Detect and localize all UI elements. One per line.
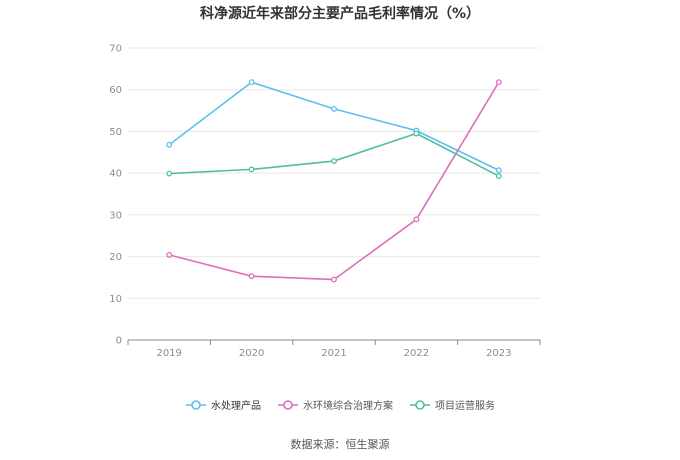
y-tick-label: 10 [109,294,122,305]
legend-label: 水处理产品 [211,401,261,412]
chart-title: 科净源近年来部分主要产品毛利率情况（%） [199,6,481,22]
data-point [248,166,255,173]
y-tick-label: 60 [109,85,122,96]
data-point [413,216,420,223]
legend-label: 水环境综合治理方案 [303,401,393,412]
series-line [169,132,500,177]
y-tick-label: 40 [109,169,122,180]
series-2 [166,130,502,180]
series-1 [166,79,502,283]
x-tick-label: 2022 [404,348,429,359]
data-point [413,130,420,137]
data-point [248,79,255,86]
y-tick-label: 0 [116,336,122,347]
data-point [495,167,502,174]
legend-item[interactable]: 水环境综合治理方案 [277,397,393,412]
y-tick-label: 50 [109,127,122,138]
data-point [166,141,173,148]
legend-item[interactable]: 水处理产品 [185,397,261,412]
legend: 水处理产品 水环境综合治理方案 项目运营服务 [0,397,680,412]
legend-label: 项目运营服务 [435,401,495,412]
series-lines [166,79,502,283]
x-tick-label: 2021 [321,348,346,359]
legend-item[interactable]: 项目运营服务 [409,397,495,412]
data-point [495,173,502,180]
data-point [495,79,502,86]
series-0 [166,79,502,174]
data-point [248,273,255,280]
data-point [166,251,173,258]
x-tick-label: 2019 [156,348,181,359]
legend-marker-icon [410,399,430,410]
grid-lines [128,47,540,299]
source-note: 数据来源：恒生聚源 [290,438,390,451]
data-point [166,170,173,177]
data-point [331,105,337,112]
x-tick-label: 2020 [239,348,264,359]
y-tick-label: 30 [109,210,122,221]
data-point [331,158,337,164]
y-tick-label: 20 [109,252,122,263]
legend-marker-icon [186,399,206,410]
x-tick-label: 2023 [486,348,511,359]
data-point [331,276,337,283]
axes: 0 10 20 30 40 50 60 70 2019 2020 2021 2022 2023 [109,44,541,359]
series-line [168,81,500,171]
y-tick-label: 70 [109,44,122,55]
legend-marker-icon [278,399,298,410]
